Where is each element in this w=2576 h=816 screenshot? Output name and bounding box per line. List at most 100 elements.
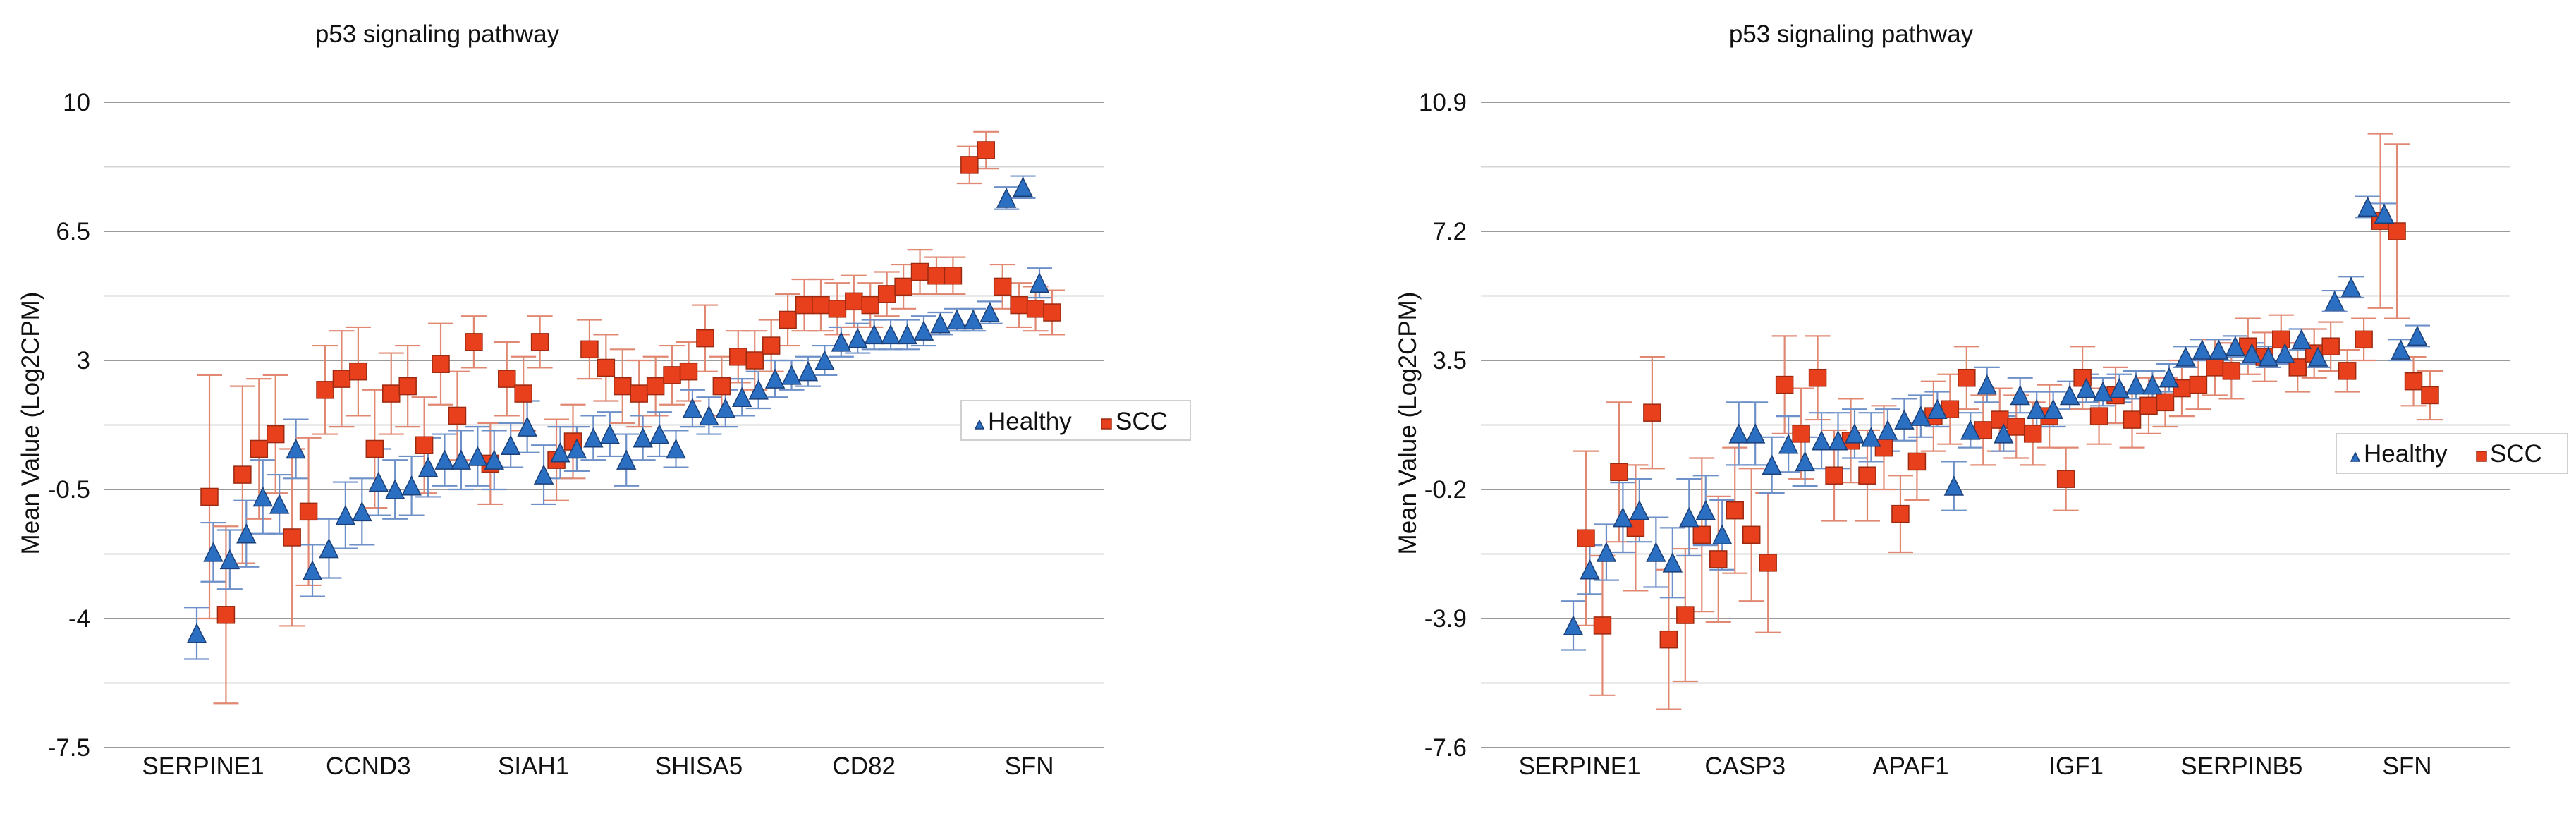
- scc-point: [1010, 296, 1028, 315]
- chart-left: p53 signaling pathway Mean Value (Log2CP…: [17, 20, 1191, 780]
- chart-title: p53 signaling pathway: [1729, 20, 1974, 48]
- scc-point: [365, 439, 384, 458]
- legend-label-healthy: Healthy: [2364, 440, 2448, 468]
- grid-lines: [104, 102, 1104, 748]
- healthy-point: [1662, 552, 1683, 573]
- scc-point: [1692, 525, 1711, 544]
- healthy-point: [2307, 346, 2328, 367]
- x-axis-ticks: SERPINE1 CASP3 APAF1 IGF1 SERPINB5 SFN: [1518, 753, 2431, 780]
- chart-right: p53 signaling pathway Mean Value (Log2CP…: [1394, 20, 2568, 780]
- healthy-point: [764, 368, 786, 389]
- legend-label-healthy: Healthy: [988, 408, 1072, 435]
- healthy-point: [583, 427, 604, 448]
- healthy-point: [1013, 176, 1033, 197]
- scc-point: [861, 296, 880, 315]
- y-tick-label: 10.9: [1419, 89, 1467, 116]
- healthy-point: [2092, 381, 2113, 402]
- healthy-point: [1629, 499, 1650, 520]
- scc-point: [2189, 375, 2208, 394]
- scc-point: [216, 606, 236, 624]
- scc-point: [993, 277, 1012, 296]
- y-tick-label: 7.2: [1432, 218, 1467, 245]
- scc-point: [332, 370, 351, 388]
- healthy-point: [979, 302, 1000, 322]
- scc-point: [877, 285, 896, 303]
- healthy-point: [1960, 420, 1981, 440]
- y-tick-label: -7.5: [48, 734, 90, 762]
- legend-label-scc: SCC: [1116, 408, 1168, 435]
- scc-point: [696, 329, 714, 348]
- scc-point: [2272, 330, 2290, 349]
- healthy-point: [533, 464, 554, 485]
- healthy-point: [451, 449, 472, 470]
- legend-marker-healthy: [2350, 451, 2361, 462]
- scc-point: [646, 377, 665, 396]
- x-tick-label: SHISA5: [655, 753, 743, 780]
- scc-point: [530, 333, 549, 351]
- scc-point: [2338, 362, 2357, 380]
- healthy-point: [880, 324, 901, 345]
- healthy-point: [2175, 346, 2196, 367]
- healthy-point: [682, 398, 703, 418]
- healthy-point: [2324, 291, 2345, 311]
- scc-point: [1991, 410, 2009, 429]
- healthy-point: [566, 438, 587, 459]
- legend-label-scc: SCC: [2490, 440, 2542, 468]
- scc-point: [200, 487, 219, 506]
- scc-point: [381, 384, 401, 403]
- scc-point: [432, 355, 450, 373]
- x-tick-label: SFN: [1005, 753, 1054, 780]
- healthy-point: [963, 309, 984, 330]
- scc-point: [2222, 362, 2241, 380]
- healthy-point: [401, 475, 422, 496]
- scc-point: [828, 300, 847, 318]
- healthy-point: [186, 623, 207, 643]
- scc-point: [498, 370, 516, 388]
- healthy-point: [1894, 409, 1915, 430]
- healthy-point: [748, 379, 769, 400]
- scc-point: [349, 362, 367, 381]
- healthy-point: [2010, 384, 2030, 406]
- legend-marker-scc: [1101, 418, 1112, 430]
- healthy-point: [649, 423, 670, 444]
- healthy-point: [616, 449, 637, 470]
- scc-point: [1958, 368, 1976, 387]
- scc-point: [1775, 375, 1794, 394]
- healthy-point: [335, 504, 356, 525]
- scc-point: [1759, 554, 1777, 572]
- scc-point: [795, 296, 814, 315]
- healthy-point: [2357, 196, 2378, 217]
- healthy-point: [484, 449, 504, 470]
- scc-point: [2156, 393, 2175, 412]
- y-tick-label: -0.2: [1424, 476, 1467, 504]
- healthy-point: [550, 442, 570, 463]
- legend-marker-scc: [2476, 451, 2487, 462]
- healthy-point: [1646, 542, 1666, 562]
- healthy-point: [1778, 434, 1799, 454]
- legend: Healthy SCC: [960, 400, 1191, 441]
- scc-point: [580, 340, 599, 359]
- healthy-point: [1910, 406, 1931, 426]
- scc-point: [2355, 330, 2373, 349]
- healthy-point: [368, 471, 389, 492]
- scc-point: [2206, 358, 2224, 377]
- healthy-point: [1861, 427, 1881, 447]
- scc-point: [250, 439, 269, 458]
- scc-point: [2123, 410, 2142, 429]
- error-bars: [184, 130, 1065, 705]
- scc-point: [1726, 501, 1744, 520]
- scc-point: [2139, 396, 2158, 415]
- healthy-point: [732, 386, 752, 408]
- healthy-point: [384, 479, 405, 499]
- scc-point: [514, 384, 532, 403]
- legend-box: [960, 400, 1191, 441]
- healthy-point: [814, 350, 835, 370]
- healthy-point: [468, 446, 488, 466]
- healthy-point: [2125, 374, 2147, 395]
- scc-point: [712, 377, 731, 396]
- x-tick-label: CASP3: [1704, 753, 1786, 780]
- scc-point: [1742, 525, 1761, 544]
- y-axis-ticks: -7.6 -3.9 -0.2 3.5 7.2 10.9: [1419, 89, 1467, 762]
- x-tick-label: SERPINB5: [2180, 753, 2302, 780]
